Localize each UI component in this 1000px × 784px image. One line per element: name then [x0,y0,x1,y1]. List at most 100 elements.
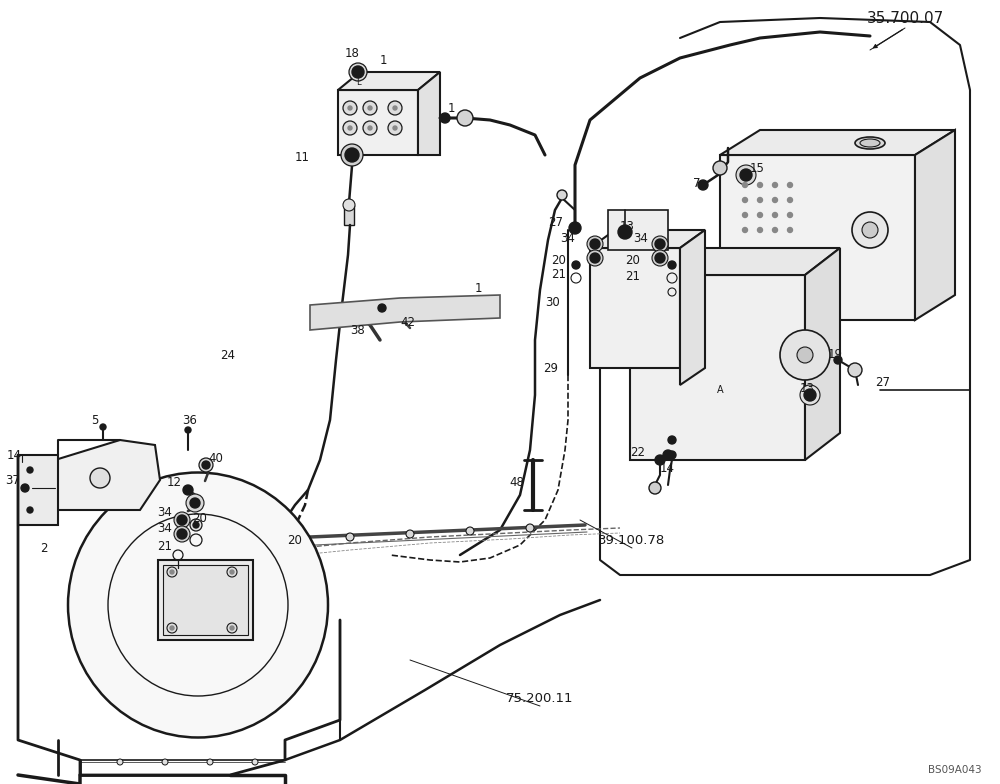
Circle shape [27,467,33,473]
Circle shape [466,527,474,535]
Text: 18: 18 [345,46,359,60]
Circle shape [457,110,473,126]
Circle shape [177,529,187,539]
Text: 20: 20 [551,253,566,267]
Circle shape [343,199,355,211]
Text: 11: 11 [295,151,310,164]
Circle shape [162,759,168,765]
Circle shape [526,524,534,532]
Text: 42: 42 [400,315,415,328]
Polygon shape [418,72,440,155]
Circle shape [174,512,190,528]
Text: 20: 20 [192,511,207,524]
Circle shape [587,236,603,252]
Circle shape [557,190,567,200]
Circle shape [800,385,820,405]
Polygon shape [630,248,840,275]
Text: 15: 15 [750,162,765,175]
Text: 27: 27 [548,216,563,228]
Text: 14: 14 [660,462,675,474]
Circle shape [345,148,359,162]
Text: 5: 5 [91,413,98,426]
Circle shape [167,623,177,633]
Circle shape [742,212,748,217]
Circle shape [185,427,191,433]
Circle shape [227,567,237,577]
Text: 1: 1 [448,101,456,114]
Circle shape [788,198,792,202]
Circle shape [852,212,888,248]
Circle shape [227,623,237,633]
Text: 27: 27 [875,376,890,389]
Circle shape [90,468,110,488]
Circle shape [352,66,364,78]
Text: 21: 21 [157,540,172,554]
Bar [344,205,354,225]
Circle shape [346,533,354,541]
Circle shape [758,183,763,187]
Circle shape [193,522,199,528]
Text: 19: 19 [828,347,843,361]
Circle shape [698,180,708,190]
Circle shape [572,261,580,269]
Text: 1: 1 [475,281,482,295]
Circle shape [652,250,668,266]
Text: 39.100.78: 39.100.78 [598,533,666,546]
Text: 20: 20 [288,533,302,546]
Bar [158,560,253,640]
Bar [608,210,668,250]
Circle shape [758,212,763,217]
Text: 75.200.11: 75.200.11 [506,691,574,705]
Circle shape [117,759,123,765]
Polygon shape [338,72,440,90]
Circle shape [348,126,352,130]
Text: 22: 22 [630,445,645,459]
Circle shape [740,169,752,181]
Circle shape [388,121,402,135]
Text: 30: 30 [545,296,560,308]
Text: 21: 21 [625,270,640,282]
Circle shape [230,626,234,630]
Circle shape [569,222,581,234]
Polygon shape [720,130,955,155]
Ellipse shape [855,137,885,149]
Circle shape [170,626,174,630]
Text: 29: 29 [543,361,558,375]
Text: A: A [717,385,723,395]
Circle shape [100,424,106,430]
Circle shape [797,347,813,363]
Polygon shape [915,130,955,320]
Ellipse shape [860,139,880,147]
Bar [163,565,248,635]
Text: BS09A043: BS09A043 [928,765,982,775]
Polygon shape [310,295,500,330]
Circle shape [618,225,632,239]
Circle shape [167,567,177,577]
Text: 38: 38 [350,324,365,336]
Circle shape [668,261,676,269]
Text: 20: 20 [625,253,640,267]
Circle shape [406,530,414,538]
Circle shape [587,250,603,266]
Circle shape [772,227,778,233]
Text: 13: 13 [620,220,635,233]
Text: 24: 24 [220,349,235,361]
Text: L: L [356,78,360,86]
Circle shape [655,253,665,263]
Circle shape [652,236,668,252]
Circle shape [393,106,397,110]
Polygon shape [805,248,840,460]
Circle shape [393,126,397,130]
Circle shape [368,106,372,110]
Text: 34: 34 [633,231,648,245]
Bar [18,455,58,525]
Circle shape [174,526,190,542]
Circle shape [190,498,200,508]
Circle shape [649,482,661,494]
Circle shape [736,165,756,185]
Polygon shape [680,230,705,385]
Circle shape [788,183,792,187]
Text: 1: 1 [380,53,388,67]
Ellipse shape [68,473,328,738]
Circle shape [742,183,748,187]
